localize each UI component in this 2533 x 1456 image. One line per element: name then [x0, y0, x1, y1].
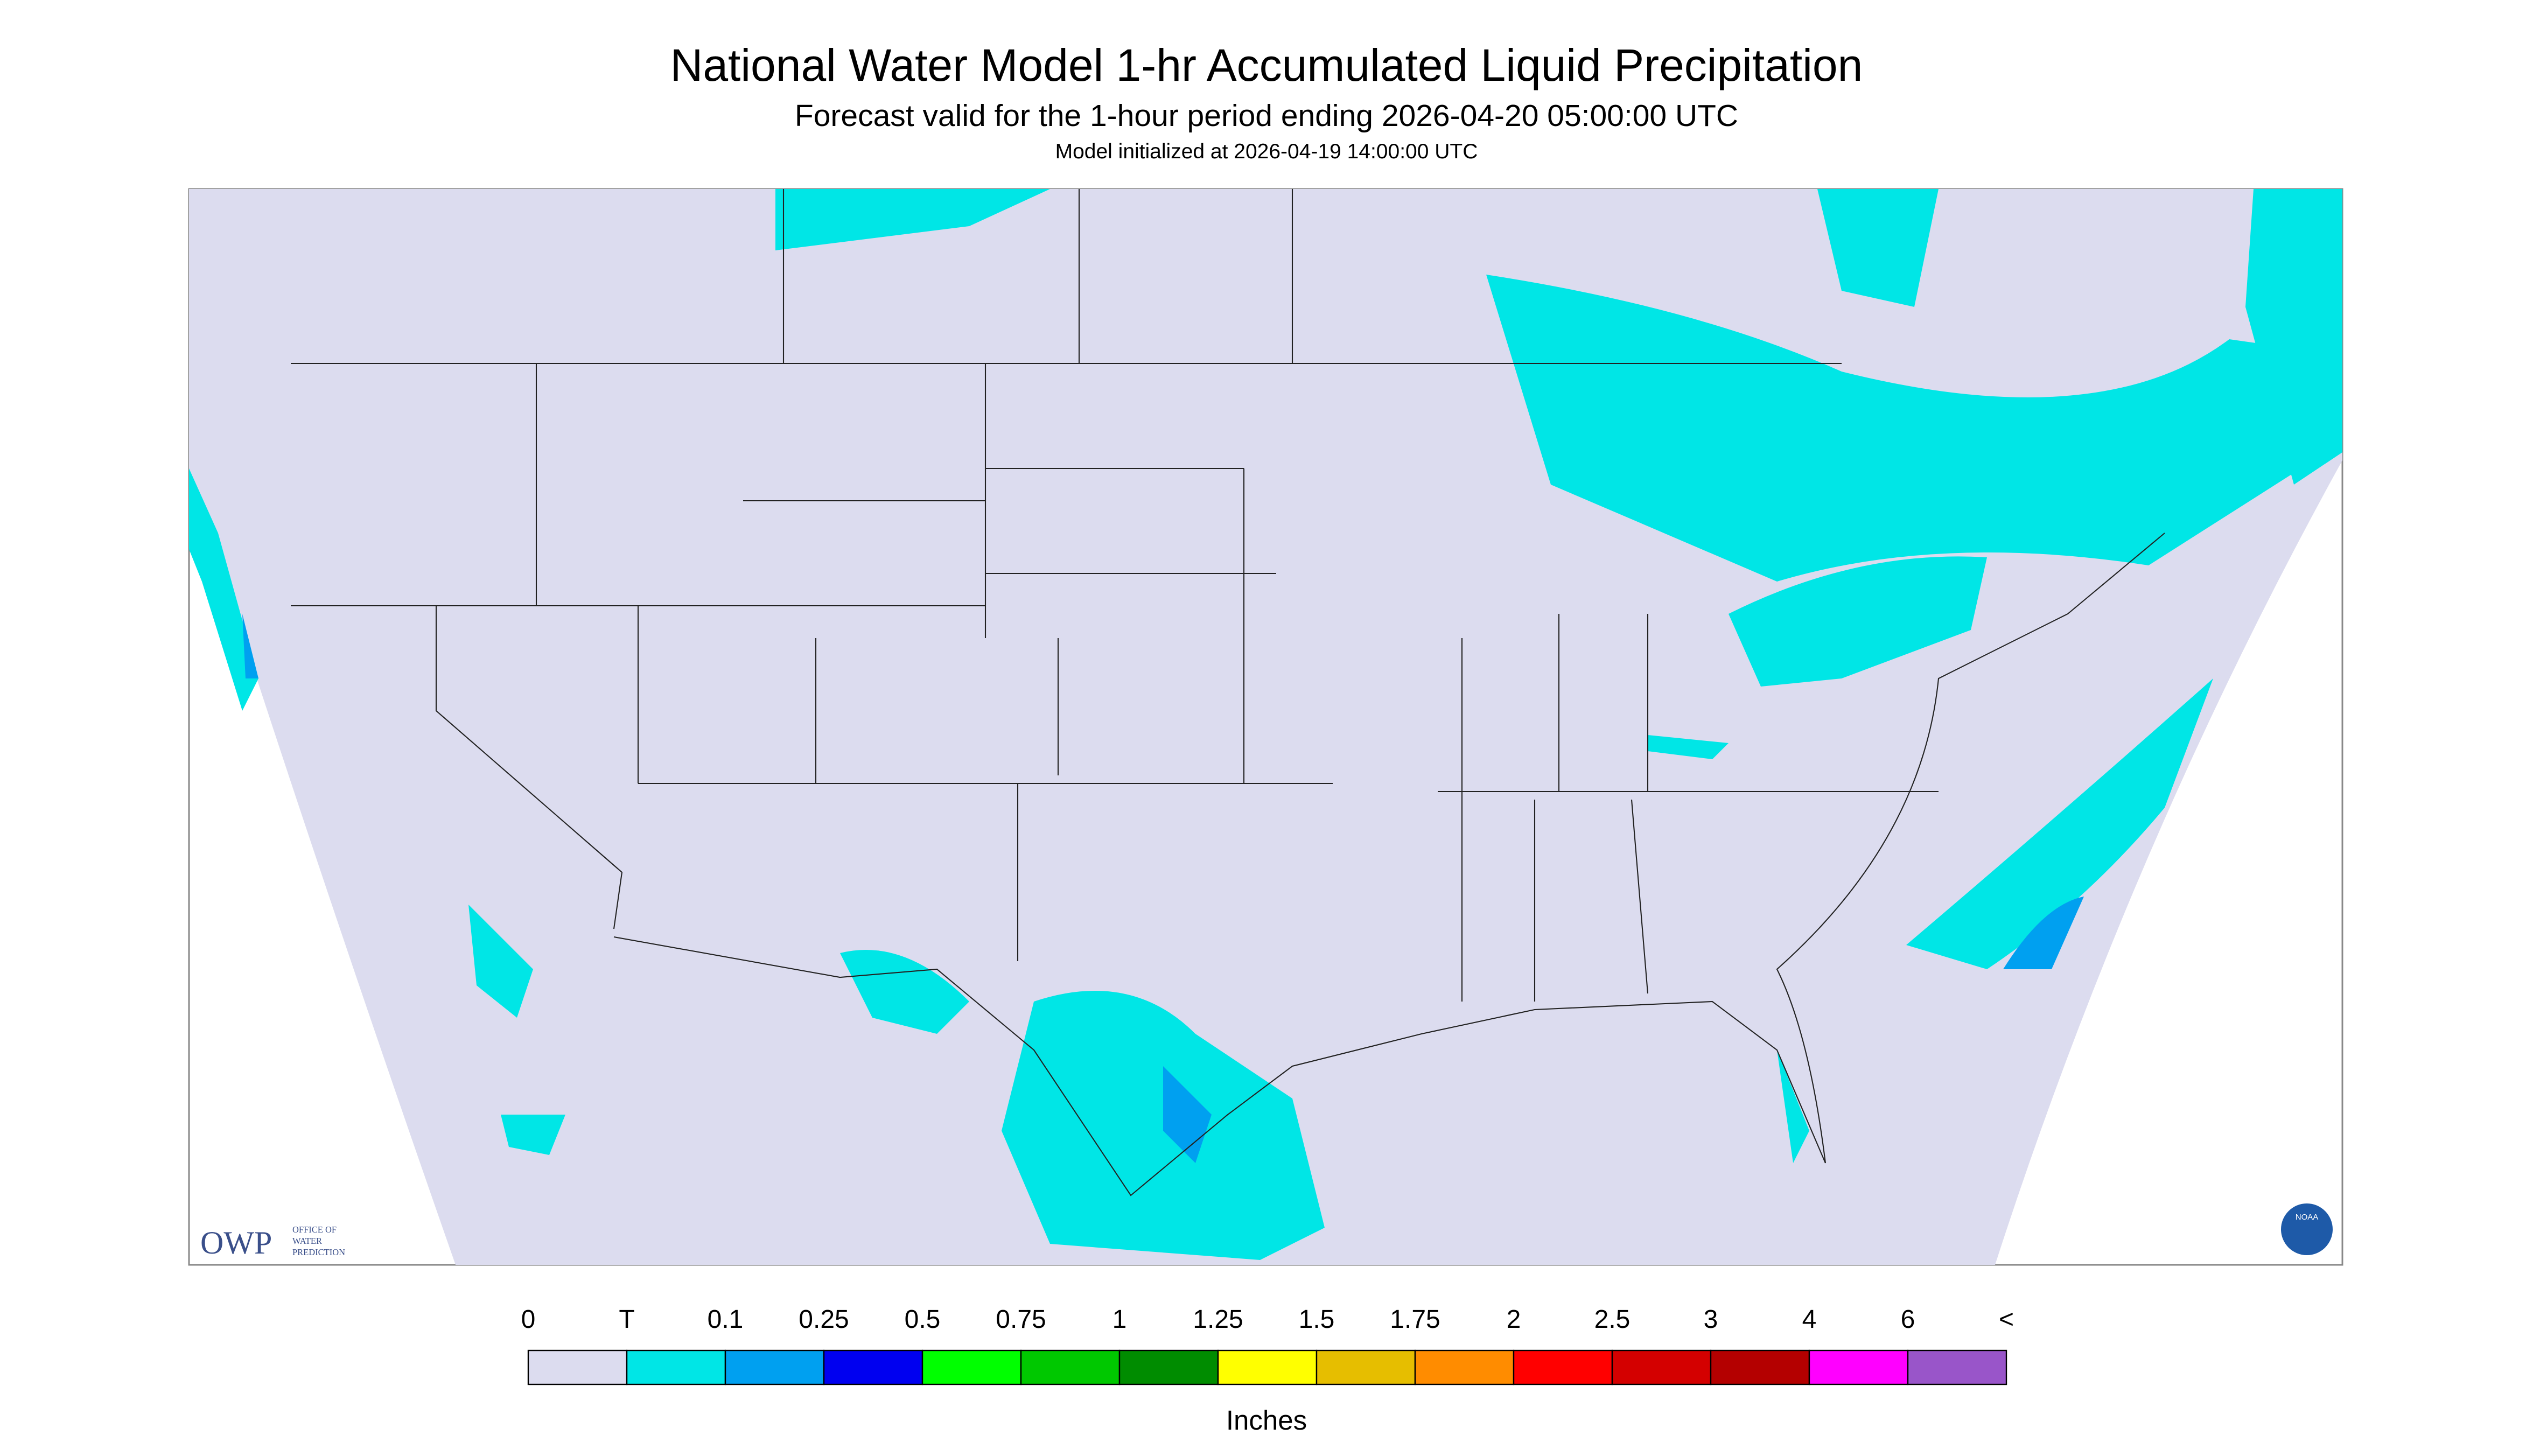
colorbar-label: < — [1999, 1305, 2014, 1334]
colorbar-swatch — [1808, 1349, 1909, 1385]
colorbar-swatch — [823, 1349, 923, 1385]
colorbar-label: 1 — [1112, 1305, 1127, 1334]
colorbar-label: 0.1 — [708, 1305, 744, 1334]
subtitle: Forecast valid for the 1-hour period end… — [795, 99, 1738, 133]
colorbar-swatch — [1316, 1349, 1416, 1385]
colorbar-label: 0 — [521, 1305, 536, 1334]
colorbar-label: 3 — [1704, 1305, 1718, 1334]
colorbar-label: 1.25 — [1193, 1305, 1243, 1334]
colorbar-label: 0.25 — [799, 1305, 849, 1334]
colorbar-swatch — [921, 1349, 1022, 1385]
init-time: Model initialized at 2026-04-19 14:00:00… — [1055, 140, 1478, 163]
colorbar-swatch — [1217, 1349, 1318, 1385]
colorbar-swatch — [724, 1349, 825, 1385]
colorbar-label: 6 — [1901, 1305, 1915, 1334]
colorbar-label: T — [619, 1305, 634, 1334]
colorbar-swatch — [527, 1349, 628, 1385]
colorbar-swatch — [1611, 1349, 1712, 1385]
colorbar-label: 2 — [1507, 1305, 1521, 1334]
colorbar-swatch — [1020, 1349, 1121, 1385]
noaa-label: NOAA — [2296, 1213, 2319, 1222]
logo-name: PREDICTION — [292, 1247, 345, 1257]
logo-acronym: OWP — [200, 1225, 272, 1261]
logo-name: OFFICE OF — [292, 1224, 337, 1235]
colorbar: 0 T 0.1 0.25 0.5 0.75 1 1.25 1.5 1.75 2 2.5 3 4 6 < — [521, 1305, 2014, 1385]
colorbar-label: 4 — [1802, 1305, 1817, 1334]
title: National Water Model 1-hr Accumulated Li… — [670, 40, 1863, 90]
noaa-badge — [2281, 1203, 2333, 1256]
logo-name: WATER — [292, 1236, 322, 1246]
map: OWP OFFICE OF WATER PREDICTION NOAA — [188, 188, 2343, 1266]
colorbar-label: 0.75 — [996, 1305, 1046, 1334]
precip-areas — [189, 189, 2342, 1261]
colorbar-swatch — [1414, 1349, 1515, 1385]
colorbar-swatch — [1710, 1349, 1810, 1385]
colorbar-swatch — [626, 1349, 726, 1385]
colorbar-label: 1.75 — [1390, 1305, 1440, 1334]
colorbar-label: 1.5 — [1299, 1305, 1335, 1334]
colorbar-swatch — [1907, 1349, 2007, 1385]
boundaries — [291, 189, 2165, 1196]
colorbar-swatch — [1118, 1349, 1219, 1385]
colorbar-label: 2.5 — [1594, 1305, 1631, 1334]
colorbar-unit: Inches — [1226, 1405, 1307, 1436]
colorbar-swatch — [1513, 1349, 1613, 1385]
colorbar-label: 0.5 — [905, 1305, 941, 1334]
